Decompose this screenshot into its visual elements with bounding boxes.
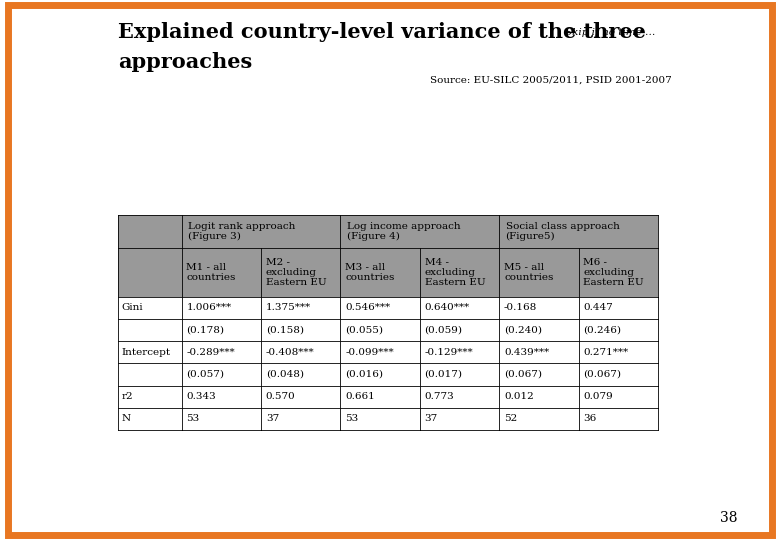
Text: 36: 36 [583,414,597,423]
Text: r2: r2 [122,392,133,401]
Text: (0.178): (0.178) [186,326,225,334]
Text: Log income approach
(Figure 4): Log income approach (Figure 4) [347,222,460,241]
Text: (0.017): (0.017) [424,370,463,379]
Text: 37: 37 [266,414,279,423]
Text: (0.057): (0.057) [186,370,225,379]
Text: M1 - all
countries: M1 - all countries [186,263,236,282]
Text: (0.067): (0.067) [504,370,542,379]
Text: 37: 37 [424,414,438,423]
Text: 0.640***: 0.640*** [424,303,470,312]
Text: -0.129***: -0.129*** [424,348,473,357]
Text: 53: 53 [346,414,359,423]
Text: Skip if no time …: Skip if no time … [565,28,655,37]
Text: N: N [122,414,131,423]
Text: M5 - all
countries: M5 - all countries [504,263,553,282]
Text: -0.408***: -0.408*** [266,348,314,357]
Text: 0.661: 0.661 [346,392,375,401]
Text: (0.158): (0.158) [266,326,304,334]
Text: (0.240): (0.240) [504,326,542,334]
Text: 0.439***: 0.439*** [504,348,549,357]
Text: 0.546***: 0.546*** [346,303,390,312]
Text: M3 - all
countries: M3 - all countries [346,263,395,282]
Text: 53: 53 [186,414,200,423]
Text: (0.055): (0.055) [346,326,383,334]
Text: -0.099***: -0.099*** [346,348,394,357]
Text: M4 -
excluding
Eastern EU: M4 - excluding Eastern EU [424,258,485,287]
Text: M2 -
excluding
Eastern EU: M2 - excluding Eastern EU [266,258,327,287]
Text: 0.570: 0.570 [266,392,296,401]
Text: 0.012: 0.012 [504,392,534,401]
Text: M6 -
excluding
Eastern EU: M6 - excluding Eastern EU [583,258,644,287]
Text: approaches: approaches [118,52,252,72]
Text: Gini: Gini [122,303,144,312]
Text: 0.079: 0.079 [583,392,613,401]
Text: Source: EU-SILC 2005/2011, PSID 2001-2007: Source: EU-SILC 2005/2011, PSID 2001-200… [430,76,672,85]
Text: 52: 52 [504,414,517,423]
Text: Social class approach
(Figure5): Social class approach (Figure5) [505,222,619,241]
Text: -0.168: -0.168 [504,303,537,312]
Text: Logit rank approach
(Figure 3): Logit rank approach (Figure 3) [188,222,296,241]
Text: (0.048): (0.048) [266,370,304,379]
Text: 1.375***: 1.375*** [266,303,311,312]
Text: (0.246): (0.246) [583,326,622,334]
Text: (0.016): (0.016) [346,370,383,379]
Text: Intercept: Intercept [122,348,171,357]
Text: 0.343: 0.343 [186,392,216,401]
Text: 0.271***: 0.271*** [583,348,629,357]
Text: 0.447: 0.447 [583,303,613,312]
Text: 38: 38 [720,511,738,525]
Text: (0.059): (0.059) [424,326,463,334]
Text: (0.067): (0.067) [583,370,622,379]
Text: 1.006***: 1.006*** [186,303,232,312]
Text: -0.289***: -0.289*** [186,348,235,357]
Text: 0.773: 0.773 [424,392,455,401]
Text: Explained country-level variance of the three: Explained country-level variance of the … [118,22,646,42]
